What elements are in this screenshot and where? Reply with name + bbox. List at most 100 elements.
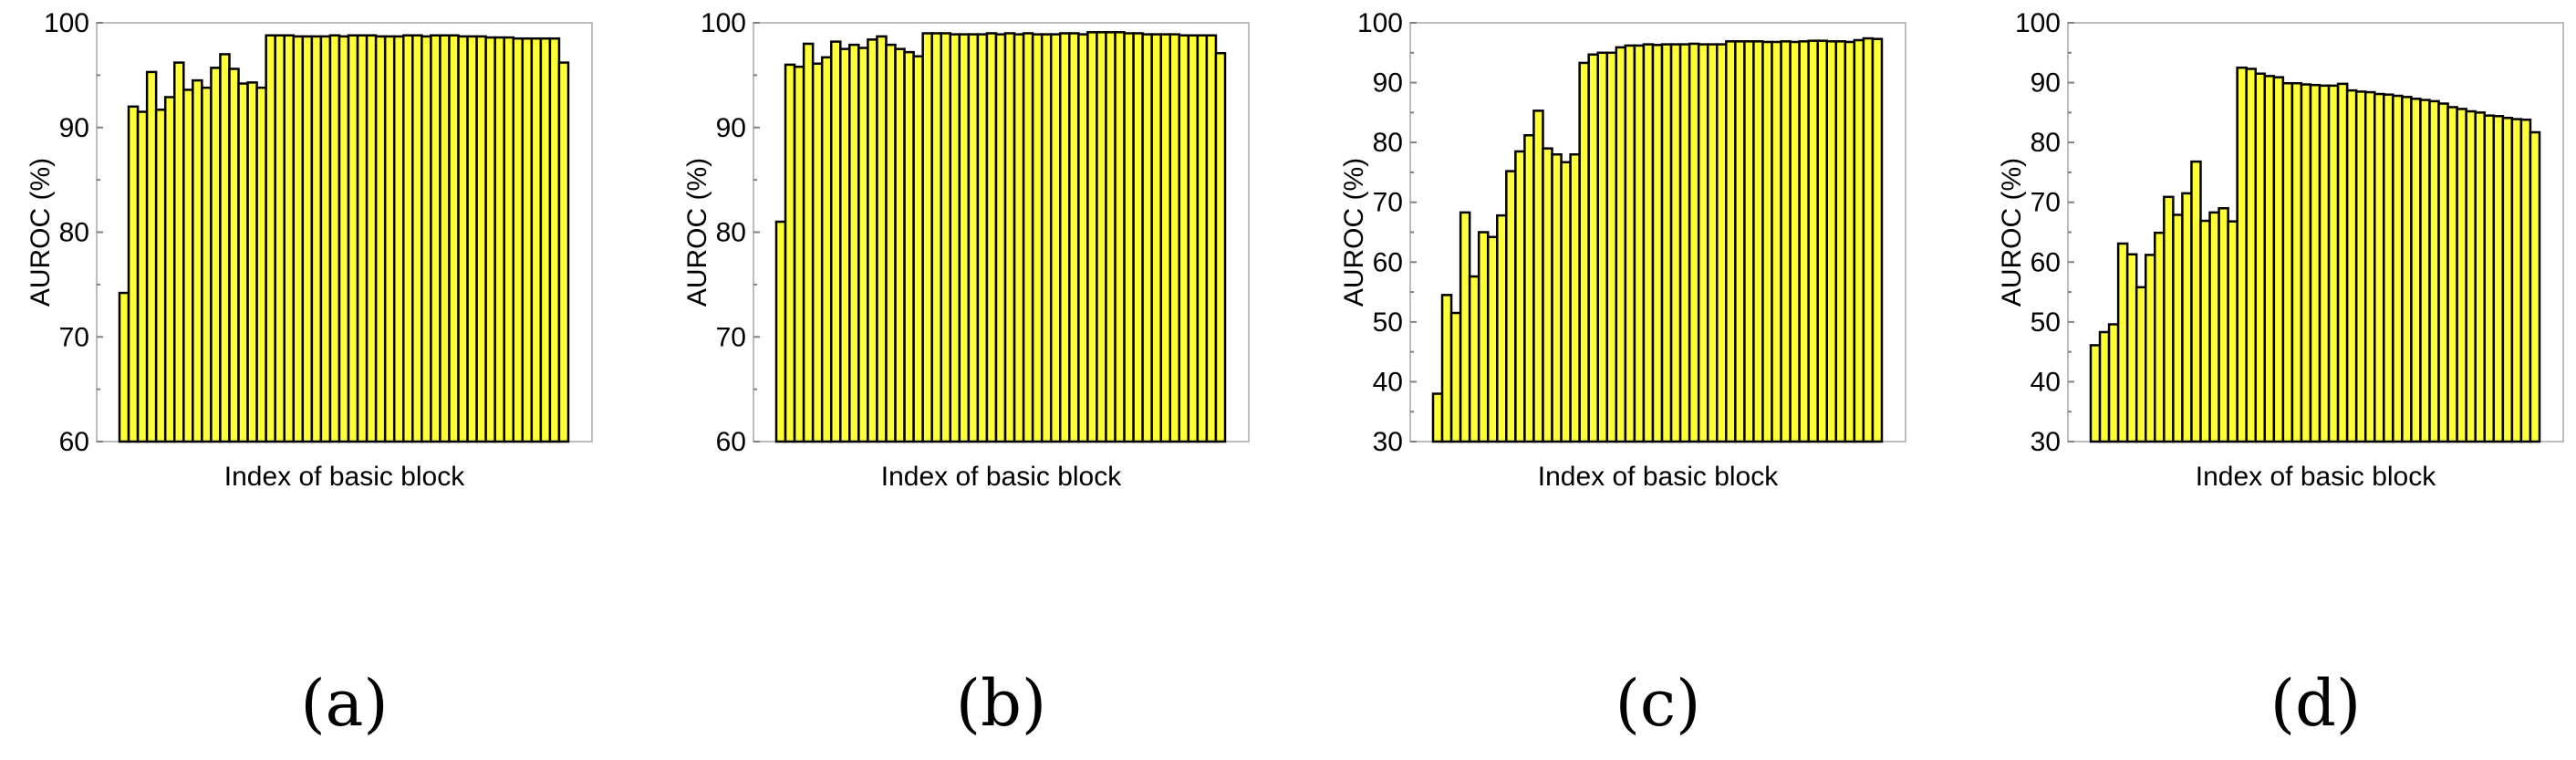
bar (347, 34, 359, 443)
bar (829, 40, 842, 443)
bar (848, 43, 860, 443)
bar (985, 32, 998, 443)
bar (1523, 134, 1535, 443)
y-tick-label: 100 (701, 8, 746, 38)
y-tick-label: 60 (716, 427, 746, 457)
bar (283, 34, 296, 443)
bar (1633, 44, 1646, 443)
bar (1532, 109, 1544, 443)
bar (1615, 46, 1627, 443)
bar (548, 36, 561, 443)
bar (1587, 53, 1599, 443)
bar (182, 88, 194, 443)
bar (2190, 160, 2202, 443)
panel-b: 60 70 80 90 100 AUROC (%) Index of basic block… (682, 8, 1250, 741)
panel-caption: (b) (956, 666, 1046, 741)
bar (2510, 118, 2523, 443)
bar (2281, 81, 2294, 443)
bar (301, 35, 314, 443)
bar (2154, 231, 2166, 443)
bar (1642, 43, 1655, 443)
panel-caption: (a) (300, 666, 388, 741)
bar (192, 78, 203, 443)
bar (2474, 111, 2487, 443)
bar (2309, 83, 2322, 443)
bar (365, 34, 378, 443)
bar (411, 34, 423, 443)
bar (1496, 213, 1508, 443)
bar (2254, 72, 2267, 443)
bar (210, 67, 222, 443)
bar (292, 35, 305, 443)
bar (2318, 84, 2331, 443)
bar (1862, 36, 1875, 443)
bar (2446, 106, 2458, 443)
bar (310, 35, 323, 443)
bar (539, 36, 552, 443)
bar (1596, 51, 1609, 443)
bar (466, 35, 478, 443)
bar (1159, 33, 1172, 443)
bar (1105, 31, 1117, 443)
bar (1825, 40, 1838, 443)
bar (163, 96, 176, 443)
bar (1871, 37, 1884, 443)
bar (2290, 81, 2303, 443)
bar (2089, 344, 2102, 443)
bar (2098, 330, 2111, 443)
y-tick-label: 50 (1373, 307, 1403, 338)
bar (2373, 92, 2385, 443)
bar (1196, 34, 1209, 443)
bar (2363, 90, 2376, 443)
bar (1669, 43, 1682, 443)
bar (1853, 38, 1865, 443)
bar (1477, 231, 1490, 443)
bar (521, 36, 534, 443)
bar (2181, 192, 2193, 443)
bar (2144, 254, 2156, 443)
bar (172, 61, 185, 443)
y-tick-label: 90 (716, 113, 746, 143)
bar (885, 43, 897, 443)
bar (1551, 153, 1563, 443)
bar (255, 86, 267, 443)
bar (2208, 211, 2220, 443)
bar (949, 33, 961, 443)
y-tick-label: 70 (2031, 188, 2061, 218)
y-tick-label: 70 (716, 322, 746, 352)
bar (994, 33, 1007, 443)
y-axis-label: AUROC (%) (1339, 158, 1369, 307)
bar (876, 35, 888, 443)
bar (1178, 34, 1190, 443)
bar (1486, 235, 1499, 443)
bar (1214, 52, 1227, 443)
bar (530, 36, 543, 443)
bar (2492, 115, 2505, 443)
y-tick-label: 70 (1373, 188, 1403, 218)
bar (1205, 34, 1218, 443)
bar (2272, 76, 2285, 443)
bar (1761, 40, 1773, 443)
y-tick-label: 60 (1373, 247, 1403, 277)
bar (319, 35, 332, 443)
bar (958, 33, 971, 443)
bar (894, 47, 906, 443)
bar (1068, 32, 1080, 443)
bar (1123, 32, 1135, 443)
bar (1844, 40, 1856, 443)
bar (2519, 118, 2532, 443)
bar (2428, 99, 2440, 443)
bar (328, 34, 341, 443)
bar (2327, 84, 2340, 443)
bar (2107, 323, 2120, 443)
bar (2125, 253, 2138, 443)
bar (1569, 153, 1581, 443)
y-tick-label: 50 (2031, 307, 2061, 338)
y-tick-label: 40 (1373, 367, 1403, 397)
bar (475, 35, 487, 443)
bar (1725, 40, 1737, 443)
bar (2172, 213, 2184, 443)
bar (2401, 96, 2413, 443)
bar (356, 34, 369, 443)
bar (1077, 33, 1089, 443)
